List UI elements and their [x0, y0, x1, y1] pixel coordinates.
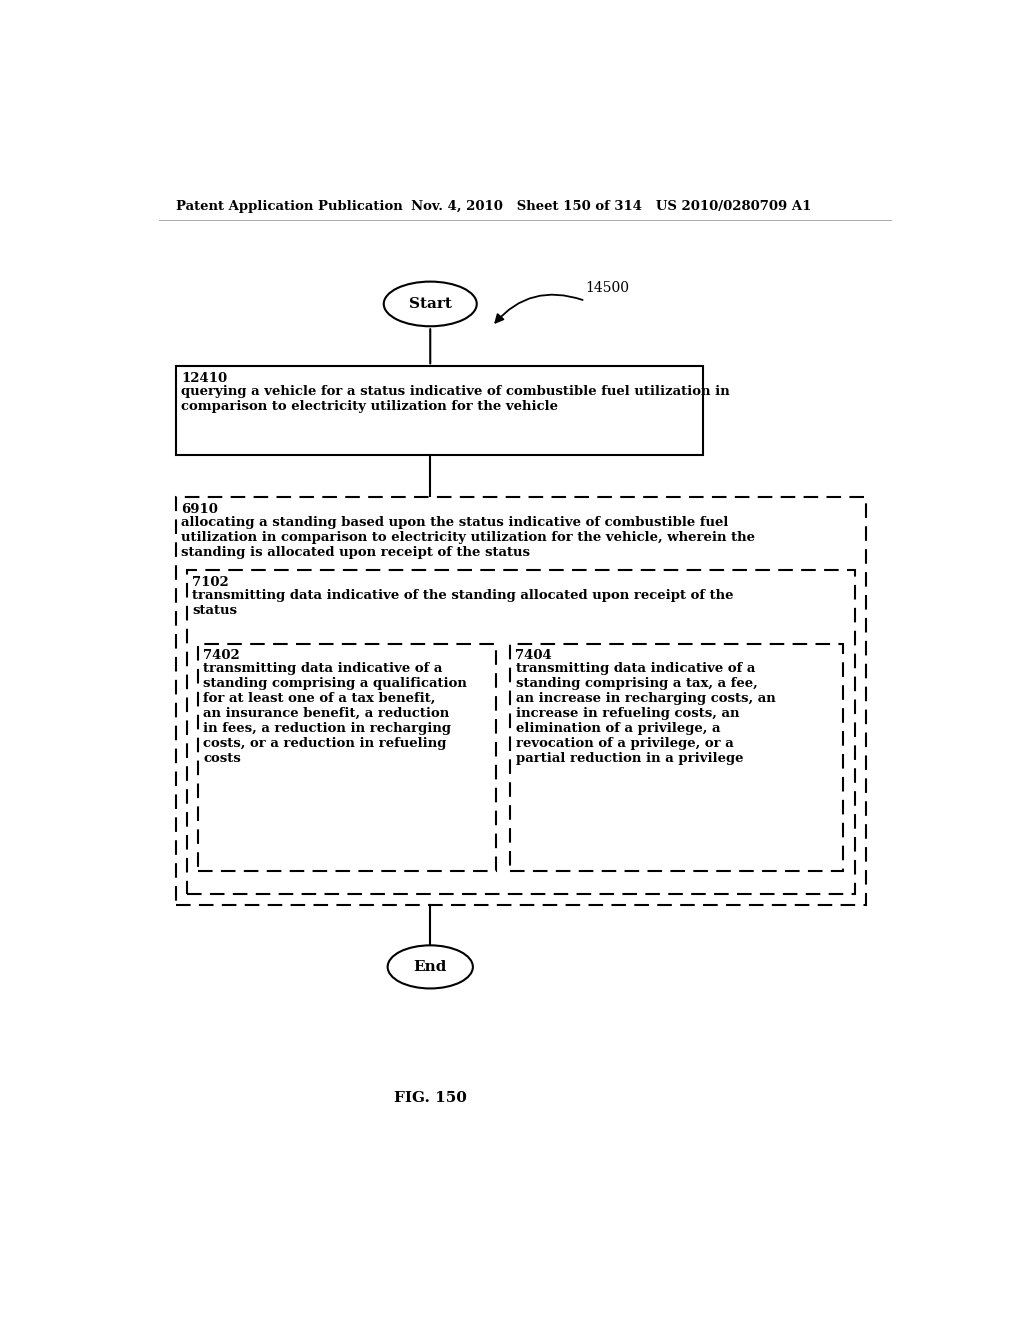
- Ellipse shape: [388, 945, 473, 989]
- Text: FIG. 150: FIG. 150: [394, 1090, 467, 1105]
- Bar: [176, 498, 866, 906]
- Text: allocating a standing based upon the status indicative of combustible fuel
utili: allocating a standing based upon the sta…: [181, 516, 756, 558]
- Text: 14500: 14500: [586, 281, 630, 294]
- Bar: [187, 570, 855, 894]
- Text: 7102: 7102: [193, 576, 229, 589]
- Text: 6910: 6910: [181, 503, 218, 516]
- Bar: [176, 367, 703, 455]
- Text: querying a vehicle for a status indicative of combustible fuel utilization in
co: querying a vehicle for a status indicati…: [181, 385, 730, 413]
- Text: transmitting data indicative of a
standing comprising a tax, a fee,
an increase : transmitting data indicative of a standi…: [515, 663, 775, 766]
- Text: Nov. 4, 2010   Sheet 150 of 314   US 2010/0280709 A1: Nov. 4, 2010 Sheet 150 of 314 US 2010/02…: [411, 199, 811, 213]
- Text: Patent Application Publication: Patent Application Publication: [176, 199, 402, 213]
- Text: End: End: [414, 960, 446, 974]
- Text: transmitting data indicative of a
standing comprising a qualification
for at lea: transmitting data indicative of a standi…: [203, 663, 467, 766]
- Bar: [198, 644, 496, 871]
- Bar: [510, 644, 844, 871]
- Text: Start: Start: [409, 297, 452, 312]
- Ellipse shape: [384, 281, 477, 326]
- Text: 7404: 7404: [515, 649, 552, 661]
- Text: 7402: 7402: [203, 649, 240, 661]
- FancyArrowPatch shape: [496, 294, 583, 322]
- Text: transmitting data indicative of the standing allocated upon receipt of the
statu: transmitting data indicative of the stan…: [193, 589, 734, 616]
- Text: 12410: 12410: [181, 372, 227, 384]
